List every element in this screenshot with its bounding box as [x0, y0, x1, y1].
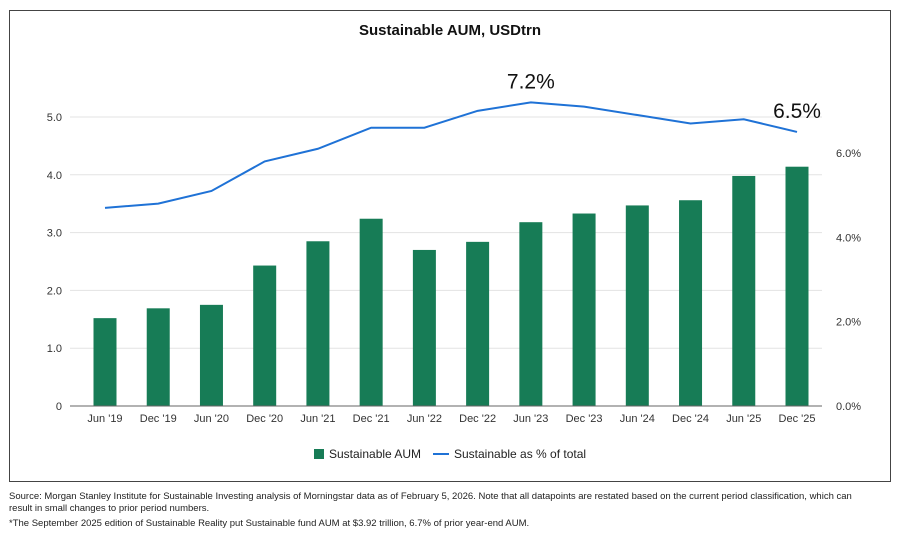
left-tick-label: 4.0 — [47, 170, 62, 182]
x-tick-label: Dec '21 — [353, 413, 390, 425]
chart-title: Sustainable AUM, USDtrn — [359, 22, 541, 39]
chart-frame — [9, 10, 891, 482]
data-label: 7.2% — [507, 70, 555, 93]
right-tick-label: 2.0% — [836, 317, 861, 329]
bar — [359, 218, 383, 406]
bar — [679, 200, 703, 406]
data-label: 6.5% — [773, 100, 821, 123]
line-series — [104, 101, 798, 209]
right-tick-label: 4.0% — [836, 232, 861, 244]
right-tick-label: 0.0% — [836, 401, 861, 413]
x-tick-label: Dec '19 — [140, 413, 177, 425]
x-tick-label: Jun '25 — [726, 413, 761, 425]
legend-label: Sustainable AUM — [329, 447, 421, 461]
legend-swatch-bar — [314, 449, 324, 459]
x-tick-label: Dec '25 — [779, 413, 816, 425]
bar — [625, 205, 649, 406]
bar — [412, 249, 436, 406]
chart: 0 1.0 2.0 3.0 4.0 5.0 0.0% 2.0% 4.0% 6.0% Jun '19 D… — [47, 70, 862, 461]
bar — [785, 166, 809, 406]
bar — [572, 213, 596, 406]
left-tick-label: 0 — [56, 401, 62, 413]
bar — [306, 241, 330, 406]
bar — [146, 308, 170, 406]
left-tick-label: 3.0 — [47, 228, 62, 240]
x-tick-label: Jun '19 — [87, 413, 122, 425]
bar — [466, 241, 490, 406]
x-tick-label: Dec '22 — [459, 413, 496, 425]
x-tick-label: Dec '20 — [246, 413, 283, 425]
bar — [519, 222, 543, 406]
x-tick-label: Dec '23 — [566, 413, 603, 425]
source-note: Source: Morgan Stanley Institute for Sus… — [9, 491, 852, 514]
left-tick-label: 5.0 — [47, 112, 62, 124]
right-tick-label: 6.0% — [836, 148, 861, 160]
x-tick-label: Jun '22 — [407, 413, 442, 425]
x-tick-label: Dec '24 — [672, 413, 709, 425]
bar — [253, 265, 277, 406]
bar — [93, 318, 117, 406]
x-tick-label: Jun '23 — [513, 413, 548, 425]
x-tick-label: Jun '24 — [620, 413, 655, 425]
bar — [732, 175, 756, 406]
legend-label: Sustainable as % of total — [454, 447, 586, 461]
left-tick-label: 1.0 — [47, 343, 62, 355]
left-tick-label: 2.0 — [47, 285, 62, 297]
footnote: *The September 2025 edition of Sustainab… — [9, 518, 530, 529]
x-tick-label: Jun '21 — [300, 413, 335, 425]
x-tick-label: Jun '20 — [194, 413, 229, 425]
bar — [199, 304, 223, 406]
